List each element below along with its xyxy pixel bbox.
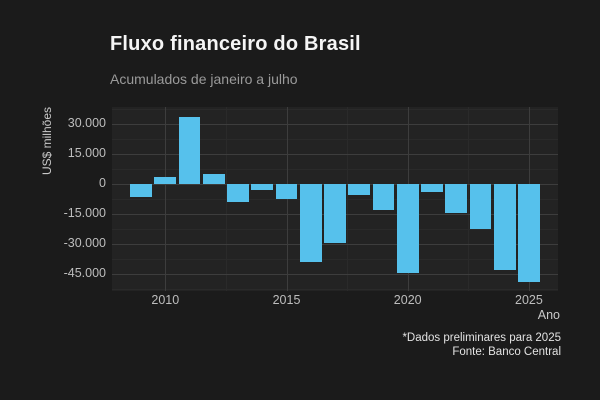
- gridline-minor-h: [112, 259, 558, 261]
- bar-2013: [227, 184, 249, 203]
- x-tick-label: 2015: [272, 293, 301, 307]
- y-tick-label: 30.000: [67, 116, 106, 131]
- bar-2022: [445, 184, 468, 214]
- x-tick-label: 2025: [515, 293, 543, 307]
- y-axis-title: US$ milhões: [40, 107, 54, 176]
- gridline-major-h: [112, 274, 558, 276]
- y-tick-label: 15.000: [67, 146, 106, 161]
- chart-title: Fluxo financeiro do Brasil: [110, 33, 361, 55]
- gridline-minor-h: [112, 109, 558, 111]
- bar-2023: [469, 184, 492, 230]
- y-tick-label: -15.000: [63, 206, 106, 221]
- bar-2018: [348, 184, 371, 196]
- bar-2021: [421, 184, 443, 193]
- gridline-minor-v: [347, 107, 349, 291]
- bar-2010: [154, 177, 177, 185]
- caption-source: Fonte: Banco Central: [452, 346, 561, 358]
- bar-2025: [518, 184, 540, 283]
- x-axis-title: Ano: [537, 308, 560, 322]
- gridline-minor-h: [112, 139, 558, 141]
- bar-2024: [493, 184, 516, 271]
- bar-2009: [130, 184, 152, 198]
- caption-note: *Dados preliminares para 2025: [402, 332, 561, 344]
- gridline-minor-h: [112, 289, 558, 291]
- bar-2020: [396, 184, 419, 274]
- chart-subtitle: Acumulados de janeiro a julho: [110, 71, 298, 87]
- gridline-major-h: [112, 244, 558, 246]
- y-tick-label: -45.000: [63, 266, 106, 281]
- x-tick-label: 2010: [151, 293, 180, 307]
- bar-2014: [251, 184, 274, 191]
- gridline-minor-v: [225, 107, 227, 291]
- x-tick-label: 2020: [393, 293, 422, 307]
- gridline-minor-h: [112, 169, 558, 171]
- y-tick-label: -30.000: [63, 236, 106, 251]
- bar-2017: [324, 184, 346, 244]
- gridline-major-h: [112, 154, 558, 156]
- y-tick-label: 0: [99, 176, 106, 191]
- gridline-major-h: [112, 124, 558, 126]
- chart-caption: *Dados preliminares para 2025 Fonte: Ban…: [402, 331, 561, 359]
- bar-2012: [202, 174, 225, 185]
- bar-2015: [275, 184, 298, 200]
- bar-2016: [299, 184, 322, 263]
- bar-2019: [372, 184, 395, 211]
- bar-2011: [178, 117, 201, 185]
- gridline-minor-v: [468, 107, 470, 291]
- gridline-major-v: [165, 107, 167, 291]
